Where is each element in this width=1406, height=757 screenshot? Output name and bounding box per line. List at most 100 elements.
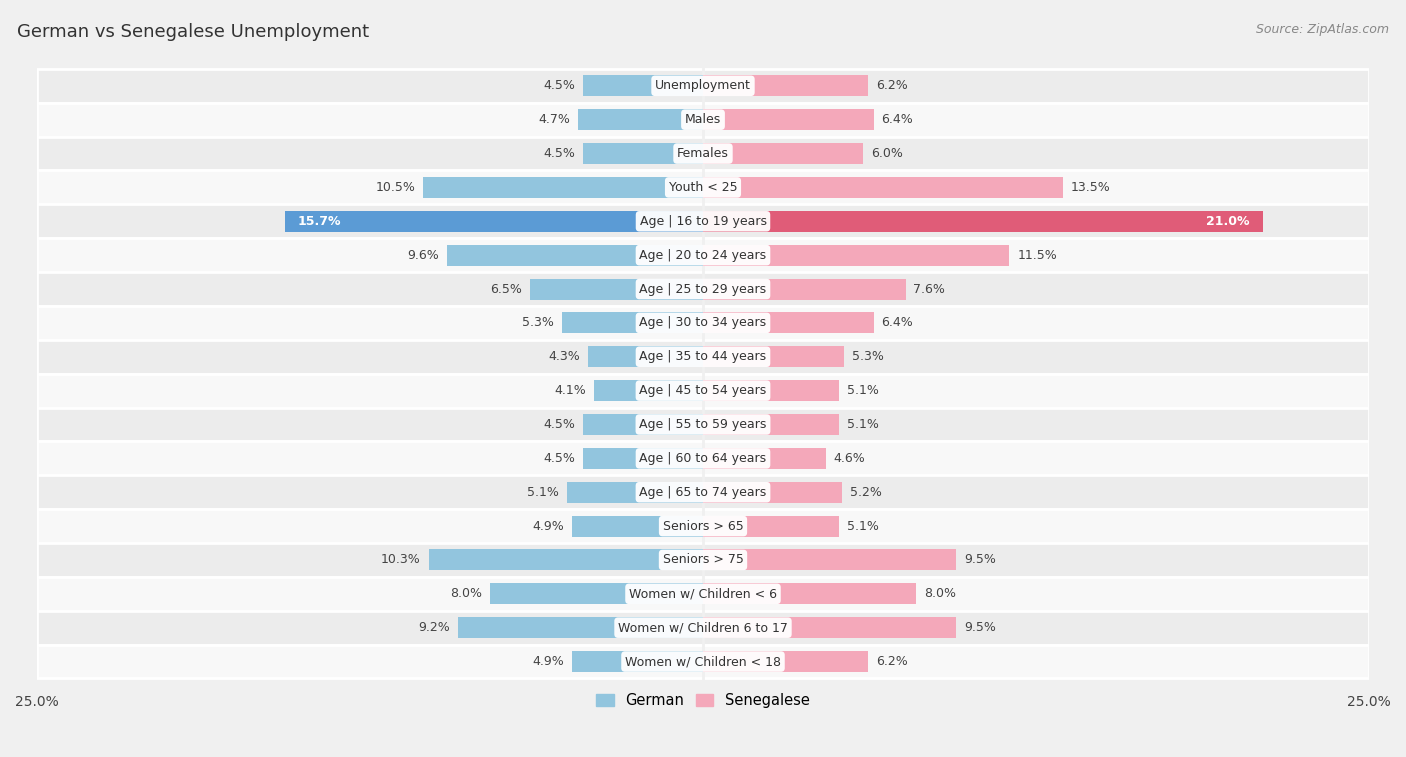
Bar [703, 313, 873, 333]
Legend: German, Senegalese: German, Senegalese [591, 687, 815, 714]
Text: 4.5%: 4.5% [543, 79, 575, 92]
Text: 9.5%: 9.5% [965, 553, 995, 566]
Bar [703, 143, 863, 164]
Bar [37, 407, 1369, 441]
Text: Age | 30 to 34 years: Age | 30 to 34 years [640, 316, 766, 329]
Bar [530, 279, 703, 300]
Text: 6.4%: 6.4% [882, 316, 914, 329]
Bar [37, 103, 1369, 136]
Bar [703, 109, 873, 130]
Bar [703, 448, 825, 469]
Bar [703, 279, 905, 300]
Text: Age | 60 to 64 years: Age | 60 to 64 years [640, 452, 766, 465]
Text: 5.1%: 5.1% [846, 384, 879, 397]
Bar [37, 340, 1369, 374]
Bar [703, 380, 839, 401]
Text: 8.0%: 8.0% [450, 587, 482, 600]
Bar [703, 481, 842, 503]
Bar [703, 346, 844, 367]
Text: 6.2%: 6.2% [876, 655, 908, 668]
Bar [562, 313, 703, 333]
Text: 15.7%: 15.7% [298, 215, 342, 228]
Bar [37, 69, 1369, 103]
Bar [37, 170, 1369, 204]
Bar [37, 441, 1369, 475]
Text: 6.4%: 6.4% [882, 114, 914, 126]
Text: Age | 45 to 54 years: Age | 45 to 54 years [640, 384, 766, 397]
Text: 10.5%: 10.5% [375, 181, 415, 194]
Text: 6.2%: 6.2% [876, 79, 908, 92]
Text: 9.5%: 9.5% [965, 621, 995, 634]
Bar [37, 306, 1369, 340]
Text: 5.3%: 5.3% [852, 350, 884, 363]
Text: Unemployment: Unemployment [655, 79, 751, 92]
Bar [423, 177, 703, 198]
Bar [37, 136, 1369, 170]
Text: 5.1%: 5.1% [846, 519, 879, 533]
Bar [703, 210, 1263, 232]
Text: Seniors > 65: Seniors > 65 [662, 519, 744, 533]
Text: 21.0%: 21.0% [1206, 215, 1249, 228]
Bar [703, 75, 868, 96]
Bar [583, 448, 703, 469]
Text: Women w/ Children < 18: Women w/ Children < 18 [626, 655, 780, 668]
Text: Youth < 25: Youth < 25 [669, 181, 737, 194]
Bar [583, 414, 703, 435]
Text: 5.3%: 5.3% [522, 316, 554, 329]
Bar [583, 143, 703, 164]
Text: Age | 25 to 29 years: Age | 25 to 29 years [640, 282, 766, 295]
Bar [37, 374, 1369, 407]
Bar [489, 584, 703, 604]
Bar [37, 577, 1369, 611]
Bar [37, 611, 1369, 645]
Text: 4.3%: 4.3% [548, 350, 581, 363]
Bar [567, 481, 703, 503]
Bar [703, 550, 956, 571]
Text: 9.6%: 9.6% [408, 248, 439, 262]
Bar [703, 245, 1010, 266]
Bar [703, 177, 1063, 198]
Text: 5.2%: 5.2% [849, 486, 882, 499]
Bar [447, 245, 703, 266]
Text: 9.2%: 9.2% [418, 621, 450, 634]
Text: Seniors > 75: Seniors > 75 [662, 553, 744, 566]
Text: 4.9%: 4.9% [533, 655, 564, 668]
Bar [703, 584, 917, 604]
Text: 6.5%: 6.5% [489, 282, 522, 295]
Text: Source: ZipAtlas.com: Source: ZipAtlas.com [1256, 23, 1389, 36]
Text: 4.5%: 4.5% [543, 452, 575, 465]
Bar [429, 550, 703, 571]
Bar [583, 75, 703, 96]
Text: 10.3%: 10.3% [381, 553, 420, 566]
Bar [37, 272, 1369, 306]
Bar [37, 475, 1369, 509]
Text: 6.0%: 6.0% [870, 147, 903, 160]
Text: 4.1%: 4.1% [554, 384, 586, 397]
Bar [703, 414, 839, 435]
Text: 7.6%: 7.6% [914, 282, 945, 295]
Text: 11.5%: 11.5% [1018, 248, 1057, 262]
Text: Women w/ Children 6 to 17: Women w/ Children 6 to 17 [619, 621, 787, 634]
Bar [589, 346, 703, 367]
Text: 4.5%: 4.5% [543, 147, 575, 160]
Bar [284, 210, 703, 232]
Text: 4.6%: 4.6% [834, 452, 865, 465]
Text: 5.1%: 5.1% [527, 486, 560, 499]
Bar [37, 509, 1369, 543]
Text: Age | 16 to 19 years: Age | 16 to 19 years [640, 215, 766, 228]
Text: Males: Males [685, 114, 721, 126]
Bar [37, 645, 1369, 678]
Bar [37, 543, 1369, 577]
Bar [458, 617, 703, 638]
Bar [593, 380, 703, 401]
Text: German vs Senegalese Unemployment: German vs Senegalese Unemployment [17, 23, 368, 41]
Text: Age | 55 to 59 years: Age | 55 to 59 years [640, 418, 766, 431]
Bar [572, 651, 703, 672]
Text: 8.0%: 8.0% [924, 587, 956, 600]
Text: Age | 20 to 24 years: Age | 20 to 24 years [640, 248, 766, 262]
Bar [703, 651, 868, 672]
Text: Age | 65 to 74 years: Age | 65 to 74 years [640, 486, 766, 499]
Bar [572, 516, 703, 537]
Text: 4.5%: 4.5% [543, 418, 575, 431]
Bar [37, 238, 1369, 272]
